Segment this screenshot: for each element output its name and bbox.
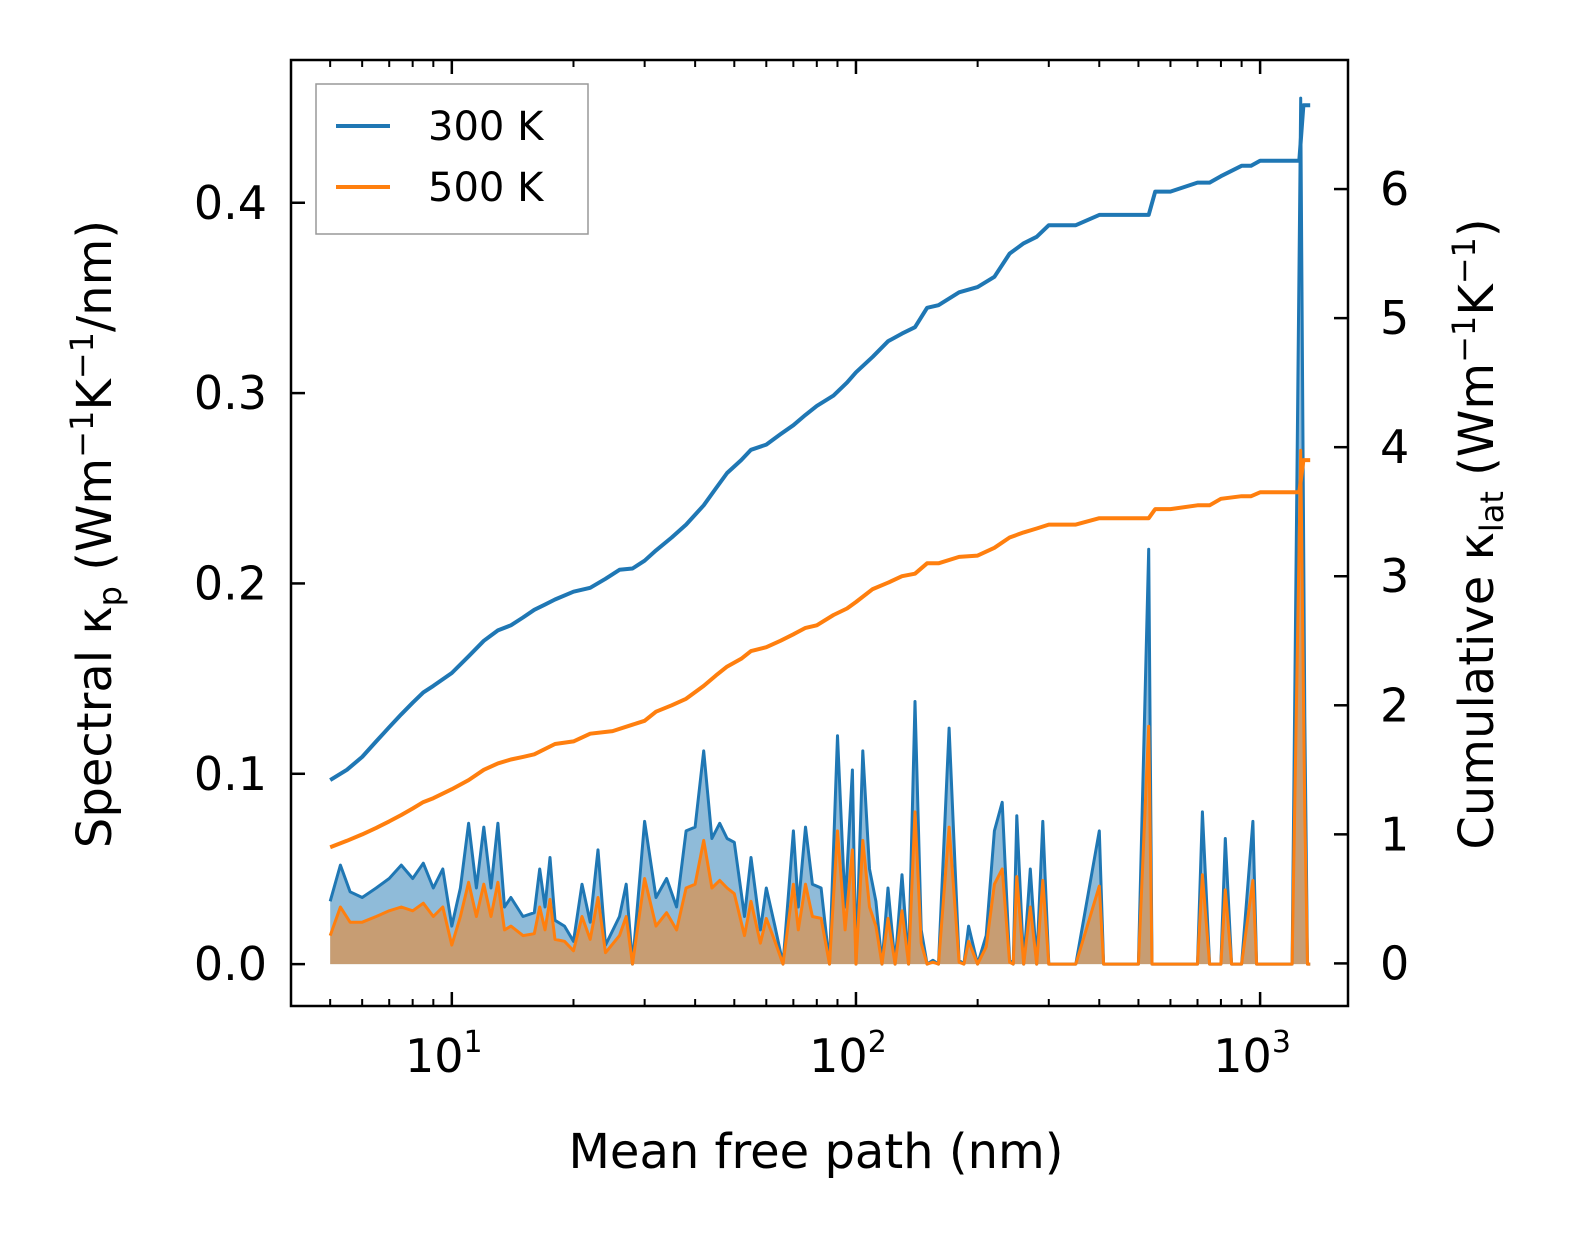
left-axis-title-sup1: −1 xyxy=(63,411,101,458)
x-tick-base: 10 xyxy=(405,1029,464,1083)
right-y-tick-label: 5 xyxy=(1380,291,1409,345)
left-axis-title: Spectral κp (Wm−1K−1/nm) xyxy=(63,220,129,848)
legend-box xyxy=(315,83,589,235)
x-tick-base: 10 xyxy=(809,1029,868,1083)
right-axis-title-main: Cumulative κ xyxy=(1449,532,1505,850)
spectral-line-500k xyxy=(328,448,1311,966)
x-tick-label: 103 xyxy=(1213,1025,1291,1083)
spectral-fills xyxy=(328,96,1311,966)
legend-label-300k: 300 K xyxy=(428,104,545,150)
left-y-tick-label: 0.1 xyxy=(194,747,267,801)
right-y-tick-label: 4 xyxy=(1380,420,1409,474)
x-axis-title: Mean free path (nm) xyxy=(569,1124,1064,1180)
left-axis-title-sub: p xyxy=(91,586,129,606)
right-axis-title: Cumulative κlat (Wm−1K−1) xyxy=(1445,218,1511,849)
left-axis-title-end: /nm) xyxy=(67,220,123,332)
left-y-tick-label: 0.4 xyxy=(194,176,267,230)
x-tick-exponent: 3 xyxy=(1272,1025,1291,1060)
right-y-tick-label: 0 xyxy=(1380,936,1409,990)
left-axis-title-sup2: −1 xyxy=(63,332,101,379)
legend-label-500k: 500 K xyxy=(428,165,545,211)
right-axis-title-sup2: −1 xyxy=(1445,237,1483,284)
cumulative-line-500k xyxy=(329,458,1311,850)
left-y-tick-label: 0.0 xyxy=(194,937,267,991)
right-axis-title-end: ) xyxy=(1449,218,1505,237)
x-tick-base: 10 xyxy=(1213,1029,1272,1083)
right-axis-title-sup1: −1 xyxy=(1445,316,1483,363)
right-axis-title-sub: lat xyxy=(1473,491,1511,532)
x-tick-exponent: 2 xyxy=(868,1025,887,1060)
x-tick-label: 102 xyxy=(809,1025,887,1083)
plot-frame xyxy=(289,58,1350,1008)
cumulative-line-300k xyxy=(329,103,1311,782)
right-y-tick-label: 6 xyxy=(1380,162,1409,216)
left-axis-title-k: K xyxy=(67,378,123,411)
x-tick-label: 101 xyxy=(405,1025,483,1083)
right-y-tick-label: 2 xyxy=(1380,678,1409,732)
right-axis-title-k: K xyxy=(1449,283,1505,316)
right-axis-title-units: (Wm xyxy=(1449,363,1505,491)
cumulative-lines xyxy=(329,103,1311,850)
legend: 300 K 500 K xyxy=(315,83,589,235)
left-axis-title-main: Spectral κ xyxy=(67,606,123,848)
spectral-area-500k xyxy=(330,450,1311,965)
left-y-tick-label: 0.3 xyxy=(194,366,267,420)
x-tick-exponent: 1 xyxy=(464,1025,483,1060)
right-y-tick-label: 1 xyxy=(1380,807,1409,861)
left-y-tick-label: 0.2 xyxy=(194,556,267,610)
left-axis-title-units: (Wm xyxy=(67,458,123,586)
right-y-tick-label: 3 xyxy=(1380,549,1409,603)
